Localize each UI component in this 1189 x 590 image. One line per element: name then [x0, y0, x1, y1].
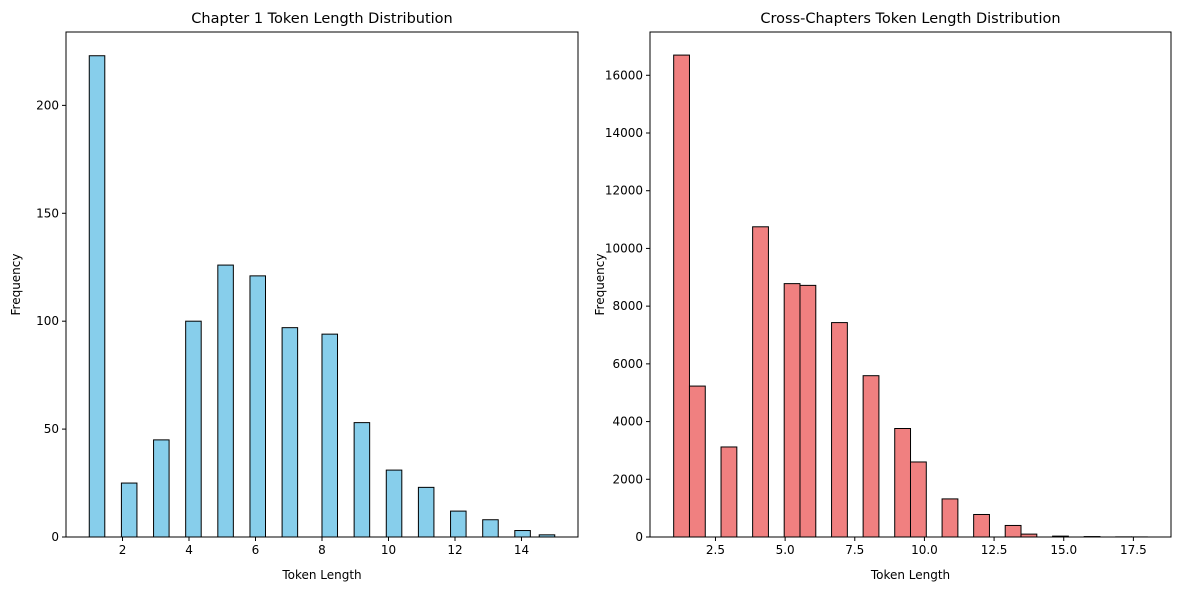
y-axis-label: Frequency — [9, 254, 23, 316]
y-tick-label: 150 — [36, 206, 59, 220]
y-axis-label: Frequency — [593, 254, 607, 316]
x-tick-label: 15.0 — [1050, 543, 1077, 557]
y-tick-label: 200 — [36, 98, 59, 112]
bar-cross-chapters-7 — [862, 375, 880, 538]
bar-chapter-1-9 — [385, 469, 403, 538]
bar-cross-chapters-12 — [1004, 524, 1022, 538]
x-tick-label: 12.5 — [981, 543, 1008, 557]
bar-chapter-1-1 — [120, 482, 138, 538]
x-tick-label: 7.5 — [845, 543, 864, 557]
x-tick-label: 14 — [514, 543, 529, 557]
y-tick-label: 50 — [44, 422, 59, 436]
bar-chapter-1-12 — [482, 519, 499, 538]
bar-chapter-1-8 — [353, 422, 371, 538]
bar-chapter-1-7 — [321, 333, 339, 538]
bar-chapter-1-5 — [249, 275, 267, 538]
chart-title: Chapter 1 Token Length Distribution — [191, 11, 453, 27]
bar-cross-chapters-10 — [941, 498, 959, 538]
x-tick-label: 6 — [252, 543, 260, 557]
bar-cross-chapters-2 — [720, 446, 738, 538]
y-tick-label: 4000 — [612, 415, 643, 429]
y-tick-label: 12000 — [605, 184, 643, 198]
axes-frame — [649, 31, 1172, 538]
x-tick-label: 2 — [119, 543, 127, 557]
y-tick-label: 16000 — [605, 68, 643, 82]
chart-panel-chapter-1: 2 4 6 8 10 12 14 0 50 100 150 200 Chapter 1 Token Le… — [9, 11, 579, 582]
bar-chapter-1-10 — [417, 486, 435, 538]
bar-cross-chapters-4 — [783, 283, 801, 538]
x-tick-label: 5.0 — [776, 543, 795, 557]
x-tick-label: 4 — [185, 543, 193, 557]
x-axis-label: Token Length — [281, 568, 361, 582]
x-tick-label: 2.5 — [706, 543, 725, 557]
x-tick-label: 10 — [381, 543, 396, 557]
bar-cross-chapters-0 — [673, 54, 690, 538]
bar-cross-chapters-8 — [894, 428, 912, 538]
chart-title: Cross-Chapters Token Length Distribution — [760, 11, 1060, 27]
y-tick-label: 10000 — [605, 241, 643, 255]
y-tick-label: 0 — [635, 530, 643, 544]
bar-cross-chapters-3 — [752, 226, 769, 538]
bar-chapter-1-0 — [88, 55, 106, 538]
y-tick-label: 100 — [36, 314, 59, 328]
bar-cross-chapters-1 — [688, 385, 706, 538]
bar-chapter-1-13 — [514, 530, 531, 538]
bar-cross-chapters-9 — [909, 461, 927, 538]
y-tick-label: 14000 — [605, 126, 643, 140]
bar-cross-chapters-6 — [831, 322, 848, 538]
x-tick-label: 17.5 — [1120, 543, 1147, 557]
y-tick-label: 6000 — [612, 357, 643, 371]
y-tick-label: 8000 — [612, 299, 643, 313]
bar-chapter-1-2 — [153, 439, 170, 538]
bar-cross-chapters-11 — [973, 513, 990, 538]
x-tick-label: 10.0 — [911, 543, 938, 557]
x-tick-label: 8 — [318, 543, 326, 557]
bar-chapter-1-3 — [185, 320, 202, 538]
chart-panel-cross-chapters: 2.5 5.0 7.5 10.0 12.5 15.0 17.5 0 2000 4000 6000 80… — [593, 11, 1172, 582]
y-tick-label: 2000 — [612, 472, 643, 486]
x-axis-label: Token Length — [870, 568, 950, 582]
bar-chapter-1-6 — [281, 327, 299, 538]
bar-chapter-1-11 — [450, 510, 467, 538]
y-tick-label: 0 — [51, 530, 59, 544]
bar-chapter-1-4 — [217, 264, 234, 538]
bar-cross-chapters-5 — [799, 284, 817, 538]
x-tick-label: 12 — [447, 543, 462, 557]
